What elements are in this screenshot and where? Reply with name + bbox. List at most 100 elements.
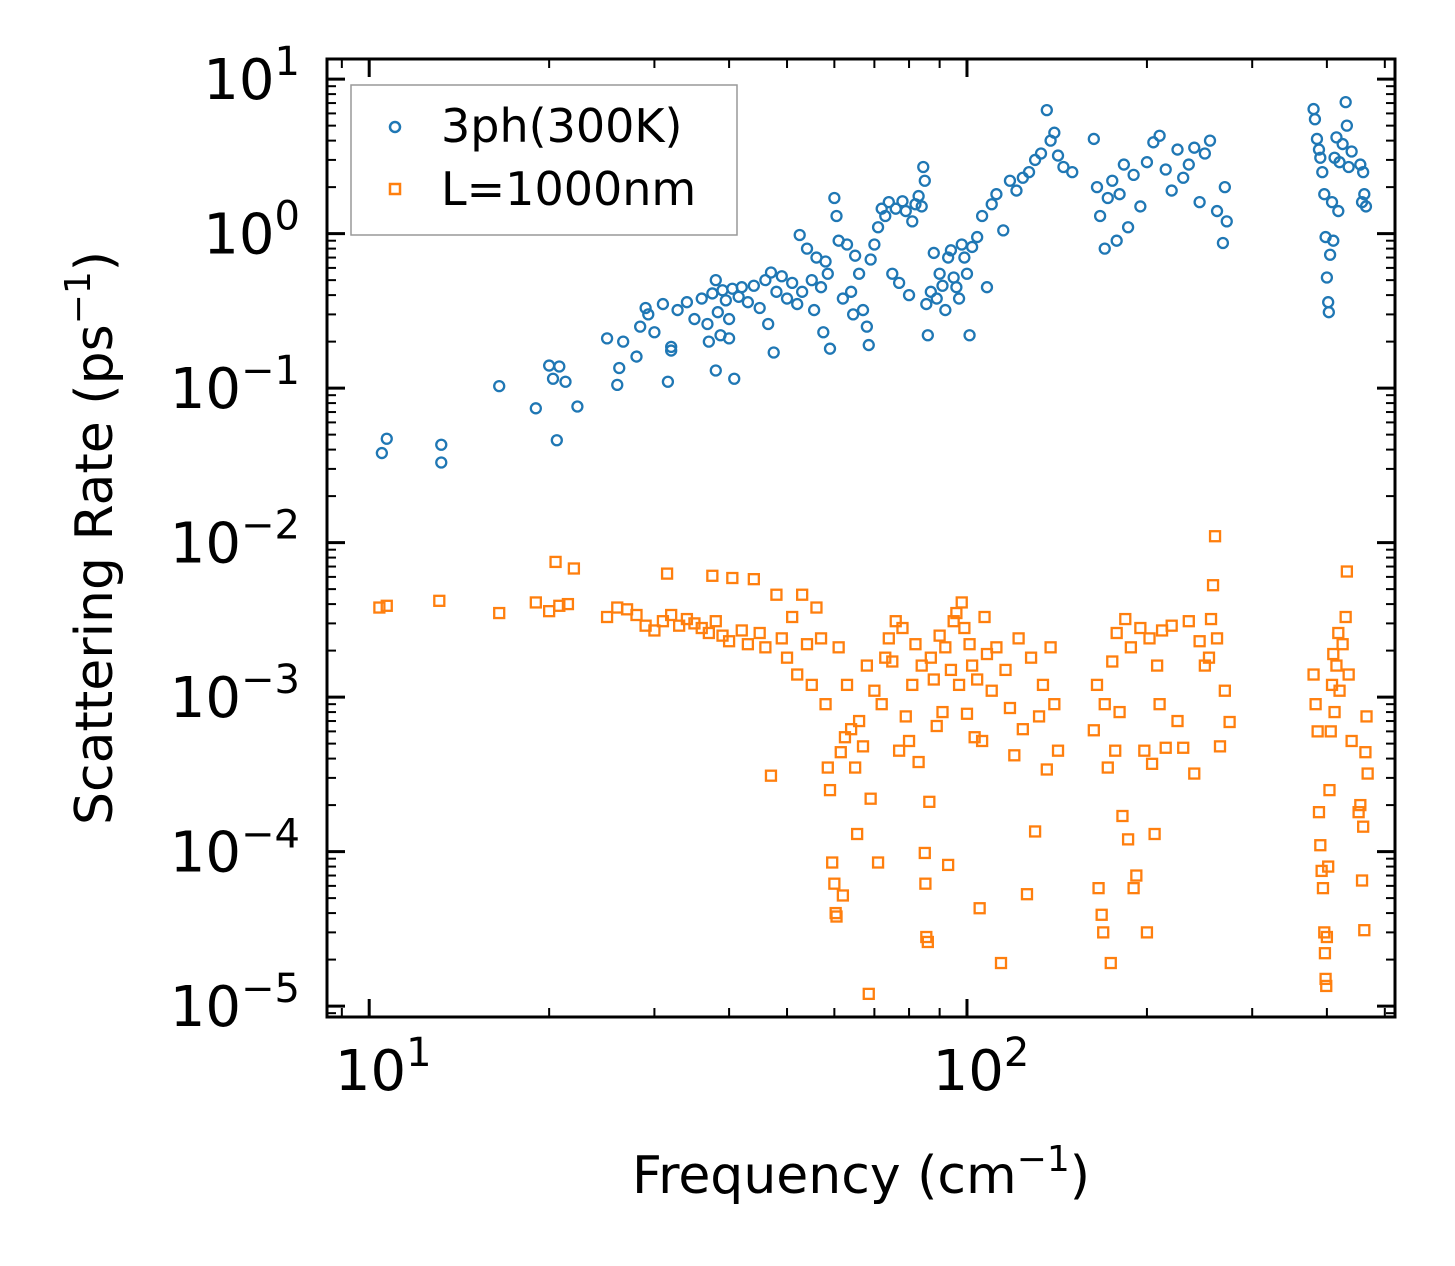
point-3ph <box>665 340 678 353</box>
point-l1000nm <box>936 705 949 719</box>
point-l1000nm <box>823 783 837 797</box>
point-l1000nm <box>848 761 862 774</box>
y-axis-title: Scattering Rate (ps−1) <box>58 251 125 825</box>
point-l1000nm <box>963 638 976 651</box>
point-3ph <box>819 255 832 268</box>
point-3ph <box>1357 165 1370 179</box>
point-3ph <box>882 195 895 209</box>
point-3ph <box>892 276 906 290</box>
point-3ph <box>963 329 976 342</box>
point-3ph <box>1359 200 1373 213</box>
point-3ph <box>529 402 542 415</box>
point-l1000nm <box>1355 874 1369 887</box>
point-3ph <box>553 360 566 373</box>
point-3ph <box>1188 141 1201 154</box>
point-3ph <box>546 372 560 385</box>
point-3ph <box>1316 165 1329 179</box>
point-l1000nm <box>1339 610 1352 624</box>
x-tick-label: 101 <box>335 1030 432 1104</box>
point-l1000nm <box>702 626 716 640</box>
legend-box <box>350 84 738 236</box>
point-l1000nm <box>764 769 778 782</box>
point-3ph <box>805 273 818 287</box>
point-3ph <box>741 296 755 309</box>
point-l1000nm <box>805 678 818 692</box>
point-3ph <box>840 238 854 251</box>
points-layer <box>373 95 1374 1001</box>
point-l1000nm <box>1016 723 1029 736</box>
point-l1000nm <box>373 601 386 614</box>
point-l1000nm <box>882 632 895 645</box>
point-3ph <box>1171 143 1184 156</box>
point-l1000nm <box>660 567 674 580</box>
point-3ph <box>807 303 821 317</box>
point-3ph <box>1106 174 1119 187</box>
point-l1000nm <box>753 626 766 640</box>
point-3ph <box>990 188 1003 201</box>
point-l1000nm <box>1008 749 1021 762</box>
point-l1000nm <box>924 651 937 664</box>
point-l1000nm <box>944 663 958 677</box>
point-l1000nm <box>862 987 875 1001</box>
point-3ph <box>1101 191 1114 205</box>
point-l1000nm <box>1012 632 1025 645</box>
point-l1000nm <box>947 615 960 628</box>
point-3ph <box>775 270 788 283</box>
point-l1000nm <box>902 734 916 748</box>
point-3ph <box>747 279 760 292</box>
point-l1000nm <box>955 596 968 609</box>
point-3ph <box>1066 165 1079 179</box>
point-l1000nm <box>896 621 909 635</box>
point-3ph <box>927 246 940 260</box>
point-l1000nm <box>918 846 931 860</box>
point-l1000nm <box>1210 632 1224 645</box>
y-tick-label: 101 <box>203 39 300 113</box>
legend-marker-l1000nm <box>388 182 402 196</box>
point-3ph <box>821 267 834 280</box>
point-3ph <box>1028 153 1042 167</box>
point-l1000nm <box>1324 725 1337 738</box>
point-l1000nm <box>1319 972 1332 986</box>
point-3ph <box>764 266 778 279</box>
point-l1000nm <box>1124 641 1138 654</box>
point-l1000nm <box>889 615 902 628</box>
point-l1000nm <box>1051 744 1065 757</box>
point-3ph <box>1314 151 1327 164</box>
point-l1000nm <box>747 573 760 586</box>
point-l1000nm <box>665 608 678 622</box>
point-l1000nm <box>1333 684 1346 697</box>
point-l1000nm <box>1121 833 1135 846</box>
point-l1000nm <box>1113 705 1126 719</box>
point-3ph <box>1193 195 1206 209</box>
point-l1000nm <box>830 910 843 923</box>
point-3ph <box>864 253 877 266</box>
point-l1000nm <box>810 601 823 614</box>
point-l1000nm <box>1342 668 1355 681</box>
point-3ph <box>767 346 780 359</box>
point-l1000nm <box>985 684 998 697</box>
point-l1000nm <box>941 858 955 872</box>
point-l1000nm <box>975 734 989 748</box>
point-3ph <box>1140 156 1154 169</box>
point-l1000nm <box>868 684 881 697</box>
point-3ph <box>1339 95 1352 109</box>
point-3ph <box>716 284 729 297</box>
point-3ph <box>1345 145 1358 158</box>
point-l1000nm <box>814 632 828 645</box>
point-3ph <box>656 297 670 311</box>
point-3ph <box>1034 147 1048 160</box>
point-l1000nm <box>1097 926 1110 939</box>
point-3ph <box>1323 248 1337 261</box>
point-3ph <box>709 364 722 377</box>
point-l1000nm <box>838 731 852 744</box>
legend-marker-3ph <box>388 120 402 134</box>
point-3ph <box>759 273 772 287</box>
point-3ph <box>786 276 799 290</box>
y-tick-label: 10−3 <box>170 657 300 731</box>
point-3ph <box>435 438 448 451</box>
point-l1000nm <box>879 651 892 664</box>
point-3ph <box>1354 158 1367 171</box>
point-3ph <box>1022 165 1036 179</box>
point-l1000nm <box>1032 710 1046 723</box>
point-l1000nm <box>871 856 885 869</box>
